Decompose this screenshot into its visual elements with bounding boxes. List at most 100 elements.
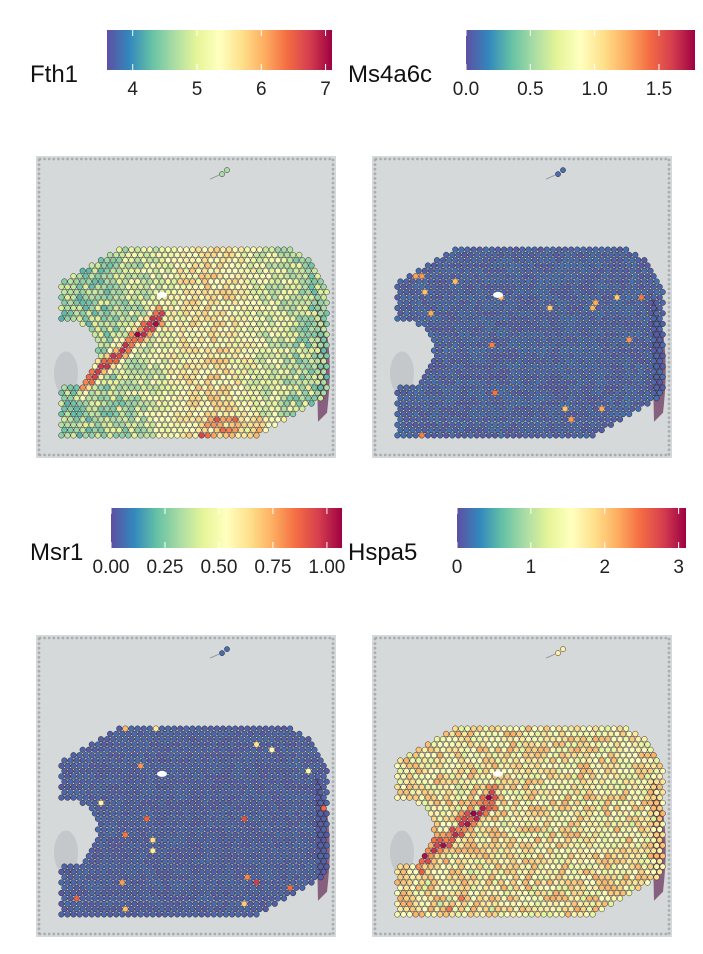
- spot: [219, 278, 227, 285]
- spot: [623, 299, 630, 306]
- spot: [613, 783, 621, 791]
- spot: [155, 911, 162, 918]
- spot: [528, 741, 535, 748]
- spot: [134, 373, 141, 381]
- spot: [204, 294, 211, 301]
- spot: [189, 799, 196, 806]
- spot: [443, 794, 450, 801]
- spot: [107, 773, 114, 780]
- spot: [571, 347, 578, 354]
- spot: [161, 379, 169, 386]
- spot: [449, 251, 456, 258]
- spot: [513, 757, 520, 764]
- spot: [140, 405, 147, 412]
- spot: [421, 799, 428, 806]
- spot: [183, 331, 190, 338]
- spot: [440, 778, 447, 785]
- spot: [638, 315, 645, 322]
- spot: [271, 783, 278, 791]
- spot: [219, 789, 227, 796]
- spot: [498, 411, 505, 418]
- spot: [244, 342, 251, 349]
- spot: [110, 257, 117, 264]
- spot: [250, 725, 257, 732]
- spot: [76, 783, 83, 791]
- spot: [443, 432, 450, 439]
- spot: [589, 336, 596, 343]
- spot: [134, 852, 141, 860]
- spot: [464, 257, 471, 264]
- spot: [116, 320, 123, 327]
- spot: [180, 358, 187, 365]
- spot: [168, 411, 175, 418]
- spot: [549, 299, 556, 306]
- spot: [183, 384, 190, 391]
- spot: [268, 757, 275, 764]
- spot: [189, 299, 196, 306]
- spot: [116, 874, 123, 881]
- spot: [498, 762, 505, 769]
- spot: [140, 331, 147, 338]
- spot: [397, 427, 404, 434]
- spot: [537, 757, 544, 764]
- spot: [510, 262, 517, 269]
- spot: [562, 789, 569, 796]
- spot: [253, 421, 260, 428]
- spot: [620, 326, 627, 333]
- spot: [647, 746, 654, 753]
- spot: [137, 847, 144, 854]
- spot: [64, 400, 71, 407]
- spot: [85, 427, 92, 434]
- spot: [580, 331, 587, 338]
- spot: [201, 352, 208, 359]
- spot: [610, 768, 617, 775]
- spot: [158, 373, 166, 381]
- spot: [238, 842, 245, 849]
- spot: [61, 416, 68, 423]
- spot: [620, 762, 627, 769]
- spot: [552, 283, 560, 290]
- spot: [137, 347, 144, 354]
- spot: [165, 310, 172, 317]
- spot: [430, 262, 438, 269]
- spot: [647, 289, 654, 296]
- spot: [507, 405, 514, 412]
- spot: [589, 411, 596, 418]
- spot: [589, 762, 596, 769]
- spot: [476, 352, 483, 359]
- spot: [73, 906, 80, 913]
- spot: [565, 432, 572, 439]
- spot: [222, 389, 230, 396]
- spot: [287, 863, 294, 870]
- spot: [412, 283, 419, 290]
- spot: [265, 762, 272, 769]
- spot: [94, 358, 101, 365]
- spot: [274, 768, 281, 775]
- spot: [82, 411, 89, 418]
- spot: [201, 810, 208, 817]
- spot: [58, 783, 65, 791]
- spot: [180, 368, 187, 375]
- spot: [195, 874, 202, 881]
- spot: [418, 762, 425, 769]
- spot: [476, 363, 483, 370]
- spot: [501, 299, 508, 306]
- spot: [152, 757, 159, 764]
- spot: [192, 783, 199, 791]
- spot: [271, 262, 278, 269]
- spot: [143, 400, 150, 407]
- spot: [650, 326, 657, 333]
- spot: [507, 299, 514, 306]
- spot: [137, 304, 144, 312]
- spot: [507, 310, 514, 317]
- spot: [415, 267, 422, 274]
- spot: [610, 246, 617, 253]
- spot: [607, 262, 614, 269]
- spot: [415, 289, 422, 296]
- legend-title: Msr1: [30, 539, 83, 566]
- spot: [216, 411, 223, 418]
- stray-spot: [219, 650, 225, 656]
- spot: [256, 906, 263, 913]
- spot: [232, 416, 239, 423]
- spot: [546, 794, 553, 801]
